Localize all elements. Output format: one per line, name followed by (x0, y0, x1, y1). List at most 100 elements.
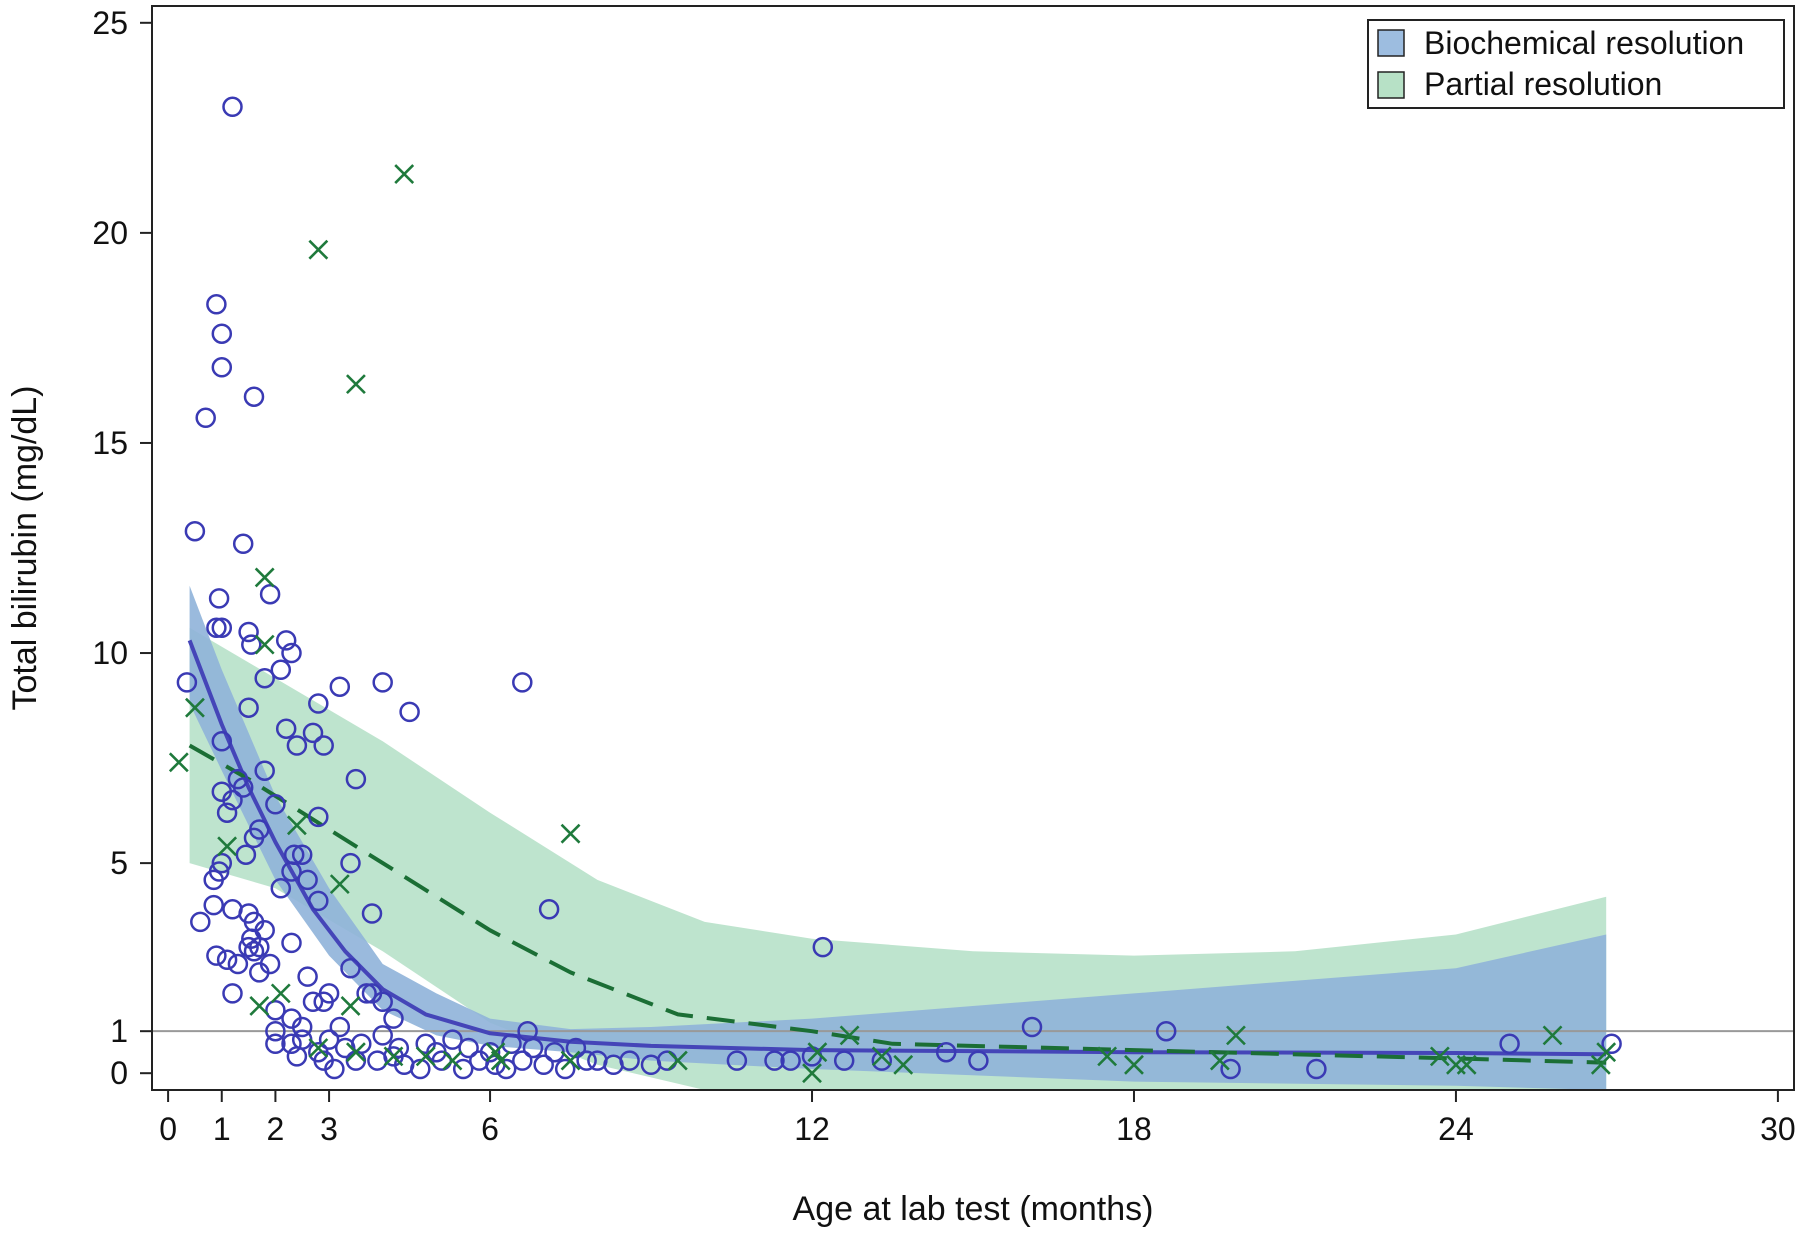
data-point-biochemical (764, 1050, 785, 1071)
data-point-biochemical (216, 802, 238, 823)
data-point-biochemical (522, 1037, 544, 1059)
data-point-biochemical (227, 953, 249, 975)
data-point-biochemical (208, 588, 230, 609)
data-point-biochemical (1155, 1020, 1177, 1042)
data-point-biochemical (361, 983, 383, 1004)
data-point-biochemical (195, 407, 216, 429)
fit-lines (187, 639, 1607, 1065)
confidence-bands (189, 585, 1607, 1090)
data-point-biochemical (1499, 1033, 1520, 1055)
data-points (168, 96, 1622, 1084)
data-point-biochemical (243, 941, 265, 962)
data-point-biochemical (281, 861, 302, 882)
data-point-partial (807, 1042, 828, 1063)
data-point-biochemical (243, 386, 265, 407)
data-point-biochemical (313, 991, 334, 1013)
x-tick-label: 2 (267, 1111, 285, 1147)
data-point-biochemical (211, 731, 233, 752)
x-tick-label: 30 (1760, 1111, 1796, 1147)
data-point-biochemical (235, 844, 257, 865)
data-point-biochemical (554, 1058, 576, 1080)
plot-area-frame (151, 5, 1795, 1091)
data-point-biochemical (291, 844, 313, 865)
y-axis-title: Total bilirubin (mg/dL) (6, 385, 44, 710)
data-point-partial (560, 1050, 581, 1071)
data-point-biochemical (275, 630, 297, 651)
data-point-biochemical (238, 621, 259, 643)
data-point-biochemical (372, 672, 393, 693)
data-point-partial (270, 983, 291, 1004)
data-point-biochemical (203, 894, 224, 916)
data-point-biochemical (1601, 1033, 1622, 1055)
data-point-partial (1590, 1054, 1611, 1075)
data-point-partial (839, 1025, 860, 1046)
data-point-biochemical (291, 1016, 313, 1038)
data-point-biochemical (302, 722, 324, 744)
data-point-biochemical (211, 617, 233, 639)
data-point-biochemical (184, 520, 206, 542)
fit-line-partial (188, 743, 1607, 1065)
data-point-biochemical (281, 932, 302, 954)
data-point-biochemical (308, 693, 329, 714)
data-point-biochemical (512, 1050, 533, 1071)
data-point-partial (286, 815, 307, 836)
data-point-biochemical (254, 667, 275, 689)
data-point-biochemical (206, 945, 227, 966)
data-point-biochemical (345, 768, 367, 790)
data-point-biochemical (1306, 1058, 1327, 1080)
data-point-biochemical (297, 966, 318, 987)
data-point-biochemical (356, 983, 377, 1004)
data-point-biochemical (249, 936, 270, 958)
data-point-biochemical (340, 957, 361, 979)
data-point-partial (893, 1054, 914, 1075)
data-point-biochemical (308, 806, 329, 828)
data-point-biochemical (203, 869, 224, 891)
data-point-biochemical (726, 1050, 748, 1071)
data-point-biochemical (249, 962, 270, 983)
data-point-partial (345, 374, 366, 395)
data-point-biochemical (935, 1041, 957, 1063)
data-point-biochemical (222, 983, 243, 1004)
data-point-partial (308, 1038, 329, 1058)
x-tick-label: 6 (481, 1111, 499, 1147)
data-point-partial (394, 164, 415, 184)
data-point-biochemical (383, 1008, 404, 1029)
legend-label-partial: Partial resolution (1424, 66, 1662, 102)
data-point-biochemical (211, 323, 233, 344)
data-point-biochemical (361, 903, 383, 924)
x-tick-label: 1 (213, 1111, 231, 1147)
legend-swatch-biochemical (1377, 29, 1405, 57)
data-point-biochemical (286, 1046, 308, 1067)
x-tick-label: 24 (1438, 1111, 1474, 1147)
data-point-partial (329, 874, 350, 895)
data-point-biochemical (780, 1050, 801, 1071)
data-point-biochemical (442, 1029, 463, 1050)
data-point-partial (308, 239, 329, 260)
data-point-partial (1124, 1054, 1144, 1075)
data-point-partial (345, 1042, 366, 1063)
x-axis: 0 1 2 3 6 12 18 24 30 (159, 1090, 1796, 1147)
y-tick-label: 15 (92, 425, 128, 461)
data-point-biochemical (286, 735, 308, 756)
data-point-partial (1226, 1025, 1246, 1046)
data-point-biochemical (1220, 1058, 1241, 1080)
confidence-band-biochemical (189, 585, 1607, 1090)
data-point-biochemical (533, 1054, 554, 1076)
data-point-partial (1456, 1054, 1477, 1075)
data-point-biochemical (871, 1050, 893, 1071)
x-tick-label: 18 (1116, 1111, 1152, 1147)
data-point-biochemical (206, 294, 227, 315)
data-point-biochemical (538, 899, 560, 920)
data-point-biochemical (576, 1050, 597, 1071)
data-point-partial (1542, 1025, 1563, 1046)
fit-line-biochemical (187, 639, 1607, 1057)
data-point-partial (560, 823, 581, 844)
data-point-biochemical (297, 869, 318, 891)
data-point-partial (1596, 1042, 1617, 1063)
data-point-partial (168, 752, 189, 773)
data-point-biochemical (281, 642, 302, 664)
y-tick-label: 0 (110, 1055, 128, 1091)
data-point-biochemical (968, 1050, 989, 1071)
data-point-partial (217, 836, 238, 857)
data-point-biochemical (232, 777, 254, 798)
